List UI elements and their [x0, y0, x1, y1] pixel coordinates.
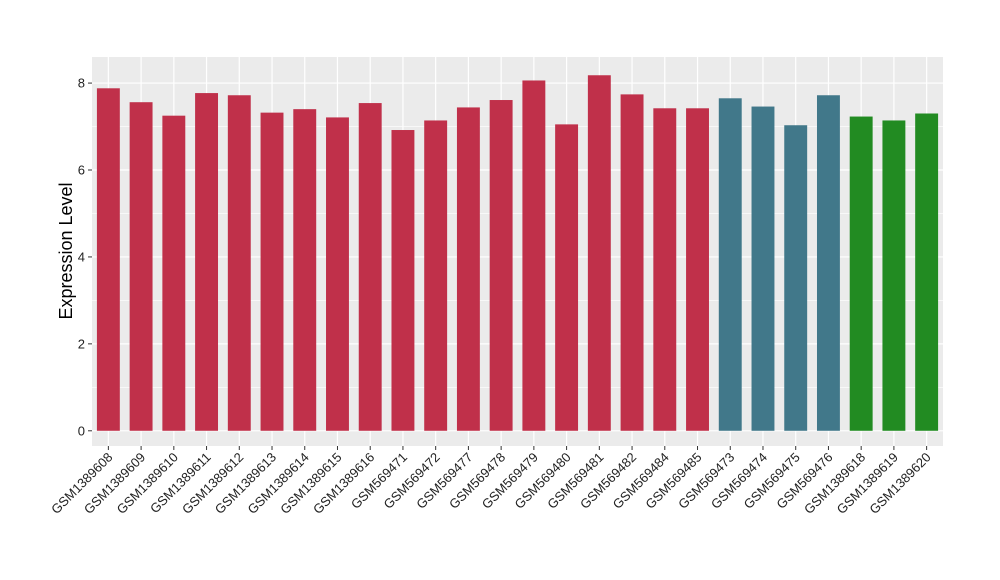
y-tick-label: 2	[78, 336, 85, 351]
bar-gsm569473	[718, 98, 742, 431]
plot-panel	[92, 57, 943, 446]
y-axis: 0 2 4 6 8	[78, 76, 92, 438]
bar-gsm1389610	[162, 115, 186, 431]
bar-gsm1389618	[849, 116, 873, 431]
bar-gsm1389611	[195, 93, 219, 431]
y-tick-label: 6	[78, 163, 85, 178]
y-tick-label: 8	[78, 76, 85, 91]
bar-gsm569478	[489, 100, 513, 431]
x-axis: GSM1389608GSM1389609GSM1389610GSM1389611…	[48, 446, 934, 517]
bar-gsm569474	[751, 106, 775, 431]
bar-gsm569472	[424, 120, 448, 431]
bar-gsm569476	[816, 95, 840, 431]
bar-gsm569475	[784, 125, 808, 431]
bars	[96, 75, 939, 431]
bar-gsm1389615	[326, 117, 349, 431]
bar-gsm569481	[587, 75, 611, 431]
bar-gsm569480	[555, 124, 579, 431]
bar-gsm1389612	[227, 95, 251, 431]
y-tick-label: 4	[78, 249, 85, 264]
bar-gsm569482	[620, 94, 644, 431]
bar-gsm1389608	[96, 88, 120, 431]
y-tick-label: 0	[78, 423, 85, 438]
bar-gsm1389616	[358, 103, 382, 431]
bar-gsm1389609	[129, 102, 153, 431]
y-axis-title: Expression Level	[56, 182, 76, 319]
bar-gsm1389614	[293, 109, 317, 431]
bar-gsm569477	[456, 107, 480, 431]
bar-gsm569484	[653, 108, 677, 431]
bar-gsm1389613	[260, 112, 284, 431]
bar-gsm1389620	[915, 113, 939, 431]
bar-gsm569471	[391, 130, 415, 431]
bar-gsm569479	[522, 80, 546, 431]
bar-gsm1389619	[882, 120, 906, 431]
bar-gsm569485	[686, 108, 709, 431]
